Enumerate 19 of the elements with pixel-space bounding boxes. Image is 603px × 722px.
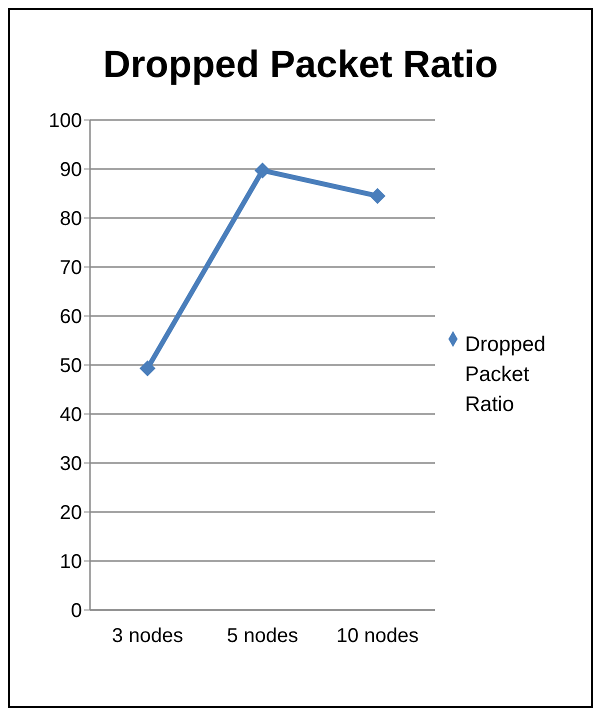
y-tick-label: 80 (60, 208, 82, 230)
y-tick-label: 40 (60, 404, 82, 426)
x-tick-label: 5 nodes (226, 625, 298, 648)
x-tick-label: 10 nodes (336, 625, 419, 648)
point (370, 188, 386, 204)
point (140, 360, 156, 376)
x-tick-label: 3 nodes (112, 625, 184, 648)
y-tick-label: 100 (48, 110, 82, 132)
point (254, 162, 270, 178)
y-tick-label: 0 (70, 600, 82, 622)
chart-title: Dropped Packet Ratio (103, 44, 498, 86)
y-tick-label: 90 (60, 159, 82, 182)
y-tick-label: 30 (60, 453, 82, 476)
y-tick-label: 70 (60, 257, 82, 280)
y-tick-label: 10 (60, 551, 82, 574)
y-tick-label: 60 (60, 306, 82, 328)
legend-label: Dropped Packet Ratio (465, 332, 547, 418)
y-tick-label: 20 (60, 502, 82, 524)
y-tick-label: 50 (60, 355, 82, 378)
